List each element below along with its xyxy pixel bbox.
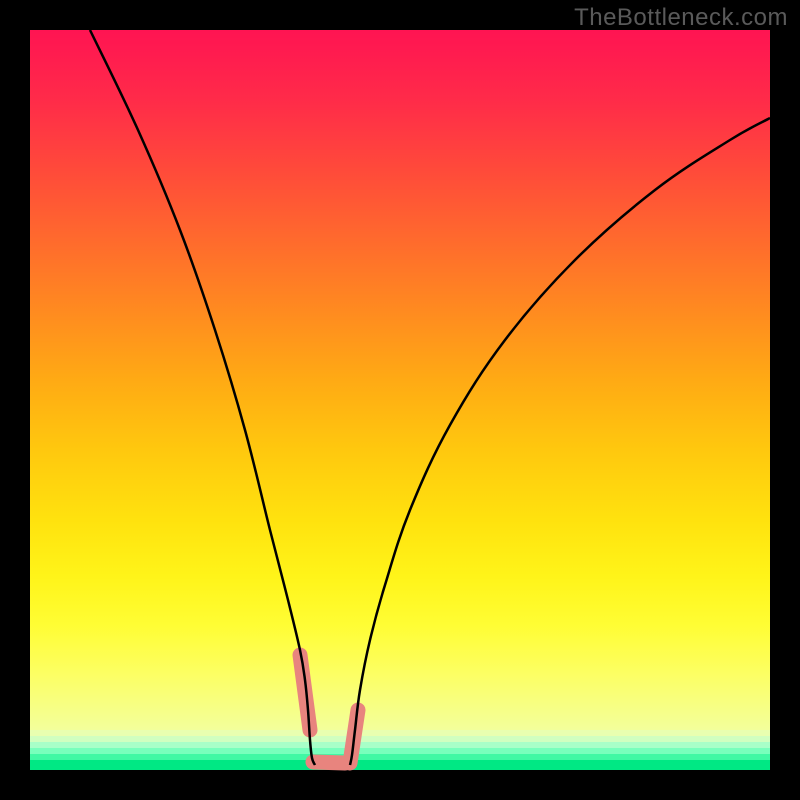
curve-right-branch — [350, 118, 770, 765]
curve-highlight-segment — [313, 762, 345, 763]
watermark-text: TheBottleneck.com — [574, 4, 788, 32]
bottleneck-curve — [30, 30, 770, 770]
chart-plot-area — [30, 30, 770, 770]
curve-left-branch — [90, 30, 315, 765]
